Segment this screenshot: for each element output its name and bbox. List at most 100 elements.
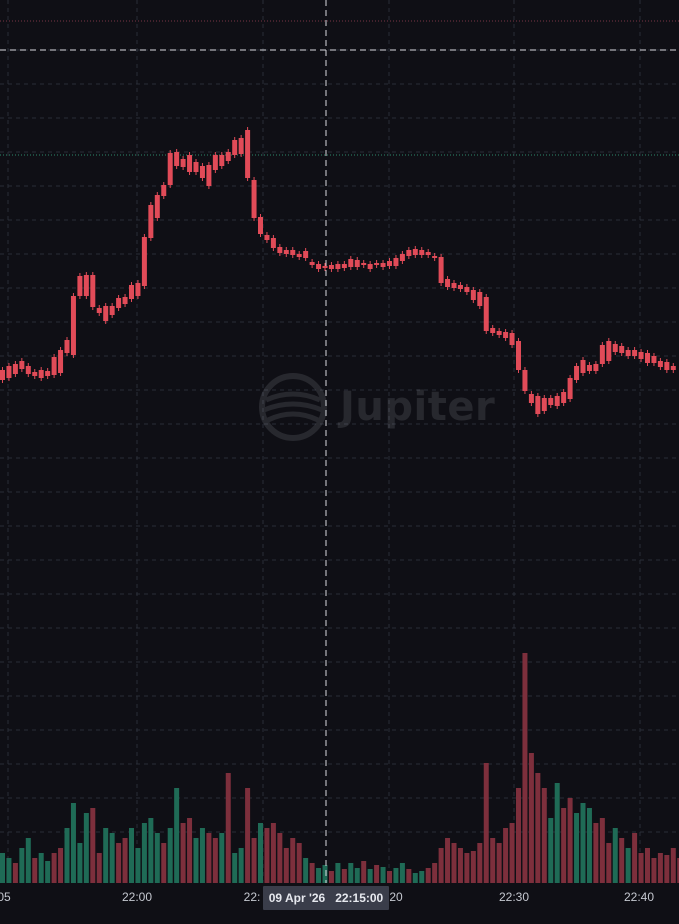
candle [109,306,115,315]
candle [245,130,251,178]
volume-bar [154,833,160,883]
candle [70,296,76,355]
volume-bar [96,853,102,883]
jupiter-watermark: Jupiter [258,372,495,442]
volume-bar [528,753,534,883]
candle [393,258,399,266]
volume-bar [361,861,367,883]
candle [187,155,193,172]
candle [122,297,128,304]
candle [193,162,199,172]
volume-bar [341,869,347,883]
volume-bar [83,813,89,883]
candle [270,238,276,248]
jupiter-logo-icon [259,373,327,441]
candle [470,290,476,300]
volume-bar [245,788,251,883]
candle [161,185,167,196]
candle [419,250,425,255]
volume-bar [354,868,360,883]
candle [619,346,625,353]
volume-bar [19,848,25,883]
candle [664,362,670,370]
volume-bar [38,853,44,883]
candle [438,257,444,283]
candle [264,235,270,240]
volume-bar [148,818,154,883]
volume-bar [399,863,405,883]
volume-bar [277,833,283,883]
volume-bar [77,843,83,883]
volume-bar [574,813,580,883]
volume-bar [180,823,186,883]
candle [606,341,612,361]
volume-bar [535,773,541,883]
candle [528,394,534,403]
volume-bar [58,848,64,883]
volume-bar [599,818,605,883]
candle [90,275,96,307]
candle [38,370,44,378]
candle [361,263,367,265]
candle [451,283,457,288]
volume-bar [103,828,109,883]
volume-bar [541,788,547,883]
candle [96,308,102,313]
candle [328,265,334,269]
x-tick-label: 22:40 [624,890,654,904]
candle [77,276,83,296]
x-tick-label: 22:30 [499,890,529,904]
candle [541,398,547,411]
candle [225,152,231,161]
volume-bar [677,858,679,883]
candle [593,364,599,371]
candle [464,287,470,292]
volume-bar [554,783,560,883]
candle [83,275,89,296]
candle [374,263,380,265]
candle [574,366,580,380]
candle [32,372,38,376]
x-tick-label: 22:00 [122,890,152,904]
volume-bar [232,853,238,883]
candle [586,365,592,371]
candle [522,370,528,391]
candle [354,260,360,267]
candle [477,292,483,306]
candle [232,140,238,155]
candle [341,264,347,268]
volume-bar [25,838,31,883]
candle [19,361,25,369]
volume-bar [470,851,476,883]
candle [387,261,392,266]
volume-bar [335,863,341,883]
candle [103,306,109,321]
candle [483,297,489,331]
x-tick-label: 20 [389,890,403,904]
volume-bar [483,763,489,883]
candle [148,205,154,238]
candle [290,250,296,255]
candle [445,279,451,287]
volume-bar [619,838,625,883]
candle [348,259,354,267]
candle [503,332,509,338]
candle [0,370,5,380]
candle [58,350,64,373]
x-tick-label: 05 [0,890,11,904]
volume-bar [6,858,12,883]
volume-bar [193,838,199,883]
volume-bar [303,858,309,883]
volume-bar [167,828,173,883]
volume-bar [477,843,483,883]
volume-bar [670,848,676,883]
volume-bar [12,863,18,883]
candle [651,356,657,363]
candle [554,396,560,406]
candle [645,353,650,363]
x-tick-label: 22: [244,890,261,904]
candle [258,217,263,234]
candle [496,331,502,335]
